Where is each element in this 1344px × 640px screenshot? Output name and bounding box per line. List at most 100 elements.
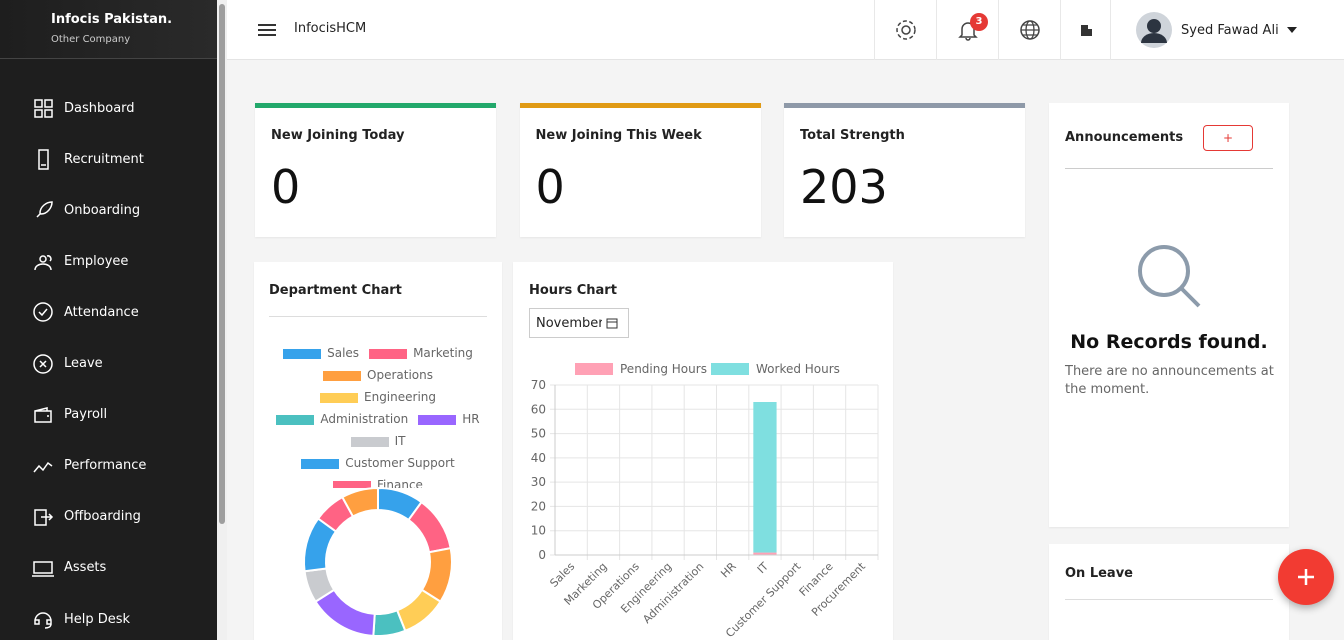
topbar: InfocisHCM 3 Syed Fawad Ali — [227, 0, 1344, 60]
icon-path — [34, 509, 54, 526]
legend-swatch — [276, 414, 315, 425]
scroll-thumb[interactable] — [219, 4, 225, 524]
menu-icon — [36, 201, 53, 218]
menu-icon — [34, 406, 52, 423]
icon-path — [33, 302, 53, 323]
menu-icon — [33, 353, 53, 374]
menu-item[interactable]: Leave — [0, 344, 217, 384]
legend-item[interactable]: Operations — [323, 364, 433, 386]
y-tick-label: 20 — [531, 499, 546, 513]
brand: Infocis Pakistan. Other Company — [0, 0, 217, 59]
company-button[interactable] — [1060, 0, 1110, 60]
menu-label: Attendance — [64, 304, 139, 320]
menu-icon — [33, 461, 53, 473]
menu-item[interactable]: Dashboard — [0, 88, 217, 128]
y-tick-label: 40 — [531, 451, 546, 465]
menu-icon — [32, 561, 54, 577]
company-name: Infocis Pakistan. — [51, 12, 173, 27]
legend-swatch — [350, 436, 389, 447]
legend-item[interactable]: Administration — [276, 408, 408, 430]
bar — [753, 552, 777, 555]
y-tick-label: 30 — [531, 475, 546, 489]
fab-add[interactable] — [1278, 549, 1334, 605]
menu-item[interactable]: Payroll — [0, 395, 217, 435]
y-tick-label: 70 — [531, 378, 546, 392]
menu-item[interactable]: Offboarding — [0, 497, 217, 537]
legend-item[interactable]: Sales — [283, 342, 359, 364]
legend-item[interactable]: Finance — [333, 474, 423, 488]
user-menu[interactable]: Syed Fawad Ali — [1110, 0, 1344, 60]
menu-label: Payroll — [64, 407, 108, 423]
divider — [1065, 168, 1273, 169]
add-announcement-button[interactable]: + — [1203, 125, 1253, 151]
menu-item[interactable]: Performance — [0, 446, 217, 486]
stat-card: New Joining Today 0 — [255, 103, 496, 237]
menu-icon — [34, 509, 54, 526]
menu-item[interactable]: Help Desk — [0, 599, 217, 639]
legend-swatch — [575, 363, 613, 375]
legend-swatch — [333, 480, 372, 488]
y-tick-label: 10 — [531, 524, 546, 538]
icon-path — [34, 406, 52, 423]
legend-label: Finance — [377, 478, 423, 488]
legend-item[interactable]: IT — [350, 430, 406, 452]
legend-label: HR — [462, 412, 480, 426]
y-tick-label: 50 — [531, 427, 546, 441]
hours-chart-panel: Hours Chart November Pending Hours Worked… — [513, 262, 893, 640]
legend-label: IT — [394, 434, 406, 448]
y-tick-label: 0 — [538, 548, 546, 562]
menu-label: Offboarding — [64, 509, 141, 525]
legend-item[interactable]: HR — [418, 408, 480, 430]
legend-label: Administration — [320, 412, 409, 426]
menu-item[interactable]: Assets — [0, 548, 217, 588]
stat-value: 203 — [800, 160, 888, 214]
menu-item[interactable]: Recruitment — [0, 139, 217, 179]
x-tick-label: HR — [718, 560, 739, 581]
legend-label: Engineering — [364, 390, 436, 404]
user-name: Syed Fawad Ali — [1181, 22, 1279, 38]
legend-swatch — [323, 370, 361, 381]
legend-label: Customer Support — [345, 456, 455, 470]
settings-button[interactable] — [874, 0, 936, 60]
language-button[interactable] — [998, 0, 1060, 60]
scrollbar — [217, 0, 227, 640]
legend-item[interactable]: Marketing — [369, 342, 473, 364]
announcements-title: Announcements — [1065, 130, 1184, 145]
menu-label: Performance — [64, 458, 147, 474]
sidebar: Infocis Pakistan. Other Company Dashboar… — [0, 0, 217, 640]
stat-title: New Joining This Week — [535, 128, 702, 143]
icon-path — [36, 201, 53, 218]
department-donut — [303, 486, 453, 637]
menu-label: Employee — [64, 253, 129, 269]
donut-segment — [340, 486, 379, 518]
menu-label: Recruitment — [64, 151, 144, 167]
legend-item[interactable]: Customer Support — [301, 452, 455, 474]
month-picker[interactable]: November — [529, 308, 629, 338]
icon-path — [32, 561, 54, 577]
icon-path — [38, 149, 49, 170]
legend-item[interactable]: Engineering — [320, 386, 436, 408]
donut-segment — [407, 500, 452, 554]
menu-item[interactable]: Onboarding — [0, 190, 217, 230]
stat-value: 0 — [271, 160, 301, 214]
x-tick-label: IT — [755, 560, 771, 576]
divider — [269, 316, 487, 317]
month-value: November — [536, 315, 602, 331]
x-tick-label: Sales — [547, 560, 577, 590]
stat-card: New Joining This Week 0 — [519, 103, 761, 237]
stat-value: 0 — [535, 160, 565, 214]
legend-label: Worked Hours — [756, 362, 840, 376]
menu-icon — [34, 612, 52, 629]
menu-icon — [34, 255, 52, 271]
menu-label: Help Desk — [64, 611, 131, 627]
department-legend: Sales Marketing Operations Engineering Admin… — [264, 342, 492, 488]
stat-title: New Joining Today — [271, 128, 405, 143]
menu-item[interactable]: Employee — [0, 241, 217, 281]
announcements-panel: Announcements + No Records found. There … — [1049, 103, 1289, 527]
menu-icon — [33, 302, 53, 323]
company-subtitle: Other Company — [51, 34, 131, 45]
menu-item[interactable]: Attendance — [0, 292, 217, 332]
notifications-button[interactable]: 3 — [936, 0, 998, 60]
menu-toggle[interactable] — [257, 22, 277, 38]
